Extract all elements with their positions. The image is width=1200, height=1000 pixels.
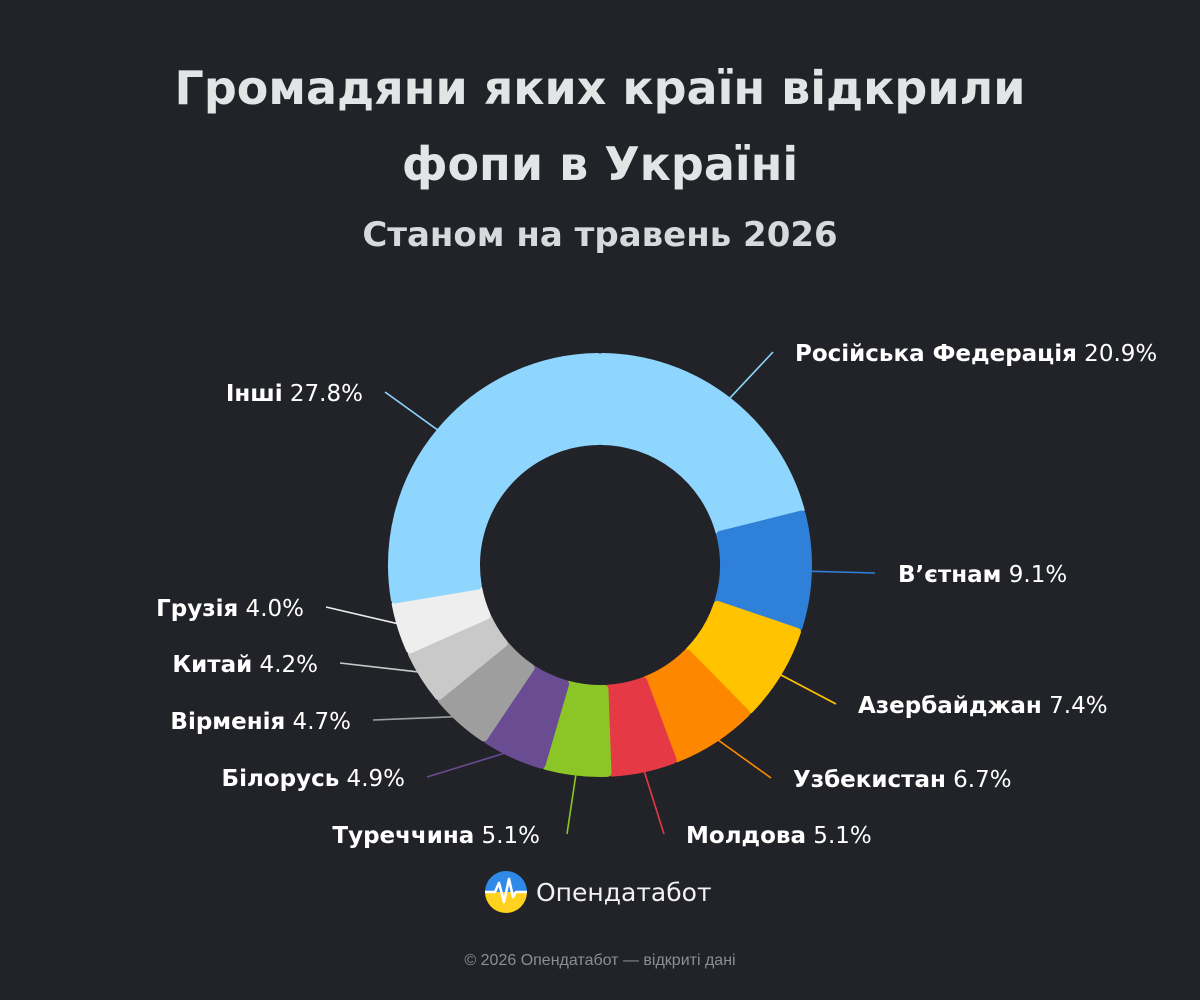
slice-label-1: Російська Федерація 20.9% <box>795 341 1157 367</box>
slice-label-value: 4.7% <box>285 709 351 735</box>
leader-line-10 <box>325 606 407 627</box>
slice-label-2: В’єтнам 9.1% <box>898 562 1067 588</box>
brand-logo: Опендатабот <box>484 870 712 914</box>
slice-2 <box>714 510 812 632</box>
leader-line-5 <box>641 763 665 835</box>
donut-slices <box>388 353 812 777</box>
slice-label-name: Білорусь <box>222 766 340 792</box>
slice-label-11: Інші 27.8% <box>226 381 363 407</box>
slice-label-value: 4.0% <box>238 596 304 622</box>
leader-line-9 <box>339 662 429 674</box>
leader-line-11 <box>384 391 445 436</box>
slice-label-8: Вірменія 4.7% <box>170 709 351 735</box>
leader-line-1 <box>723 351 774 405</box>
leader-line-2 <box>802 570 876 574</box>
slice-5 <box>603 677 677 777</box>
leader-line-7 <box>426 748 517 778</box>
slice-label-3: Азербайджан 7.4% <box>858 693 1108 719</box>
slice-label-name: Узбекистан <box>793 767 946 793</box>
chart-title: Громадяни яких країн відкрили фопи в Укр… <box>0 50 1200 202</box>
chart-title-line2: фопи в Україні <box>401 137 799 191</box>
slice-label-name: Інші <box>226 381 283 407</box>
opendatabot-logo-icon <box>485 871 527 913</box>
chart-title-line1: Громадяни яких країн відкрили <box>174 61 1026 115</box>
slice-label-name: Молдова <box>686 823 806 849</box>
slice-labels: Російська Федерація 20.9% В’єтнам 9.1% Азе… <box>156 341 1157 849</box>
label-leader-lines <box>325 351 876 835</box>
slice-3 <box>685 600 801 714</box>
leader-line-6 <box>566 766 578 835</box>
slice-label-value: 27.8% <box>283 381 363 407</box>
slice-label-name: Російська Федерація <box>795 341 1077 367</box>
slice-label-5: Молдова 5.1% <box>686 823 872 849</box>
slice-label-value: 7.4% <box>1042 693 1108 719</box>
leader-line-8 <box>372 715 465 721</box>
slice-label-name: Туреччина <box>332 823 474 849</box>
slice-label-6: Туреччина 5.1% <box>332 823 540 849</box>
slice-6 <box>542 680 612 777</box>
leader-line-4 <box>710 734 772 779</box>
slice-label-value: 5.1% <box>806 823 872 849</box>
slice-label-name: Грузія <box>156 596 238 622</box>
slice-label-name: Китай <box>172 652 252 678</box>
slice-1 <box>597 353 805 537</box>
slice-label-9: Китай 4.2% <box>172 652 318 678</box>
slice-label-value: 20.9% <box>1077 341 1157 367</box>
chart-subtitle: Станом на травень 2026 <box>362 215 838 255</box>
leader-line-3 <box>772 670 837 705</box>
slice-label-value: 4.2% <box>252 652 318 678</box>
slice-11 <box>388 353 603 604</box>
slice-label-value: 9.1% <box>1001 562 1067 588</box>
slice-label-value: 6.7% <box>946 767 1012 793</box>
slice-label-name: Вірменія <box>170 709 285 735</box>
slice-label-name: Азербайджан <box>858 693 1042 719</box>
logo-text: Опендатабот <box>536 877 712 907</box>
footer-copyright: © 2026 Опендатабот — відкриті дані <box>464 952 736 969</box>
slice-label-7: Білорусь 4.9% <box>222 766 405 792</box>
slice-label-name: В’єтнам <box>898 562 1001 588</box>
slice-label-10: Грузія 4.0% <box>156 596 304 622</box>
slice-label-4: Узбекистан 6.7% <box>793 767 1012 793</box>
slice-label-value: 5.1% <box>474 823 540 849</box>
slice-label-value: 4.9% <box>339 766 405 792</box>
